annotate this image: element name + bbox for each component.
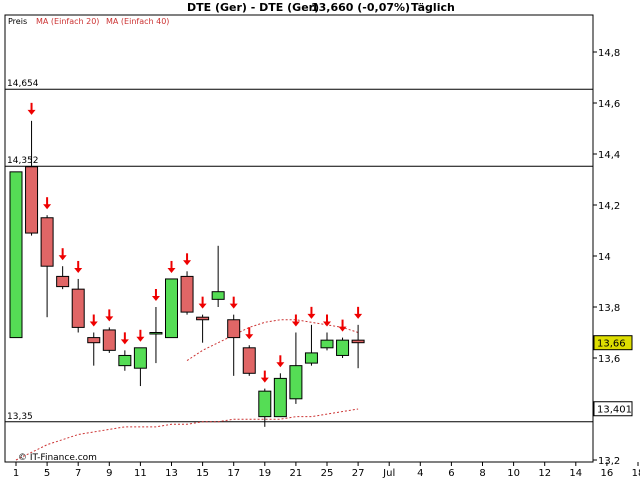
- ma40-line: [15, 408, 359, 461]
- sell-arrow-icon: [291, 321, 300, 327]
- sell-arrow-icon: [27, 109, 36, 115]
- candle-body: [196, 316, 210, 321]
- sell-arrow-icon: [276, 362, 285, 368]
- x-tick-label: 9: [106, 468, 112, 479]
- x-tick-label: 5: [44, 468, 50, 479]
- sell-arrow-icon: [260, 377, 269, 383]
- chart-symbol: DTE (Ger) - DTE (Ger): [187, 1, 319, 14]
- x-tick-label: 11: [134, 468, 147, 479]
- price-marker-label: 13,401: [597, 405, 632, 416]
- candle-body: [289, 365, 303, 400]
- x-tick-label: Jul: [382, 468, 395, 479]
- legend-ma40: MA (Einfach 40): [106, 17, 169, 26]
- price-marker-label: 13,66: [597, 339, 626, 350]
- x-tick-label: 19: [258, 468, 271, 479]
- sell-arrow-icon: [89, 321, 98, 327]
- ma20-line: [186, 319, 359, 361]
- sell-arrow-icon: [120, 339, 129, 345]
- candle-body: [258, 390, 272, 418]
- price-change: 13,660 (-0,07%): [311, 1, 410, 14]
- x-tick-label: 21: [290, 468, 303, 479]
- candle-body: [242, 347, 256, 374]
- x-tick-label: 16: [601, 468, 614, 479]
- watermark: © IT-Finance.com: [18, 453, 97, 463]
- candle-body: [336, 339, 350, 356]
- sell-arrow-icon: [105, 316, 114, 322]
- x-tick-label: 7: [75, 468, 81, 479]
- sell-arrow-icon: [245, 334, 254, 340]
- candle-body: [165, 278, 178, 339]
- y-tick-label: 13,8: [598, 303, 620, 314]
- legend-ma20: MA (Einfach 20): [36, 17, 99, 26]
- sell-arrow-icon: [307, 313, 316, 319]
- candle-body: [273, 377, 287, 418]
- x-tick-label: 13: [165, 468, 178, 479]
- x-tick-label: 27: [352, 468, 365, 479]
- x-tick-label: 14: [569, 468, 582, 479]
- x-tick-label: 8: [479, 468, 485, 479]
- reference-line-label: 14,352: [7, 156, 39, 166]
- reference-line-label: 14,654: [7, 79, 39, 89]
- candle-body: [227, 319, 241, 339]
- legend-price: Preis: [8, 17, 27, 26]
- sell-arrow-icon: [354, 313, 363, 319]
- sell-arrow-icon: [74, 267, 83, 273]
- candle-body: [351, 339, 365, 344]
- sell-arrow-icon: [151, 296, 160, 301]
- sell-arrow-icon: [198, 303, 207, 309]
- sell-arrow-icon: [183, 260, 192, 266]
- sell-arrow-icon: [323, 321, 331, 327]
- sell-arrow-icon: [338, 326, 347, 332]
- candle-body: [71, 288, 85, 328]
- candle-body: [211, 291, 225, 300]
- sell-arrow-icon: [136, 336, 145, 342]
- candle-body: [133, 347, 147, 369]
- price-marker: [593, 401, 633, 417]
- candle-body: [25, 166, 39, 234]
- x-tick-label: 25: [321, 468, 334, 479]
- candle-body: [40, 217, 54, 267]
- candle-body: [320, 339, 334, 349]
- x-tick-label: 1: [13, 468, 19, 479]
- y-tick-label: 14,6: [598, 99, 620, 110]
- sell-arrow-icon: [58, 255, 67, 261]
- x-tick-label: 6: [448, 468, 454, 479]
- x-tick-label: 18: [632, 468, 640, 479]
- sell-arrow-icon: [43, 204, 52, 210]
- candle-body: [87, 337, 101, 344]
- reference-line-label: 13,35: [7, 412, 33, 422]
- x-tick-label: 12: [538, 468, 551, 479]
- candle-body: [9, 171, 23, 339]
- x-tick-label: 17: [227, 468, 240, 479]
- y-tick-label: 14,4: [598, 150, 620, 161]
- candle-body: [118, 354, 132, 367]
- y-tick-label: 14,2: [598, 201, 620, 212]
- candle-body: [56, 275, 70, 288]
- y-tick-label: 14: [598, 252, 611, 263]
- sell-arrow-icon: [229, 303, 238, 309]
- y-tick-label: 14,8: [598, 48, 620, 59]
- x-tick-label: 10: [507, 468, 520, 479]
- x-tick-label: 4: [417, 468, 423, 479]
- sell-arrow-icon: [167, 267, 176, 273]
- candle-body: [149, 332, 163, 335]
- x-tick-label: 15: [196, 468, 209, 479]
- candle-body: [304, 352, 318, 364]
- candle-body: [180, 275, 194, 313]
- y-tick-label: 13,2: [598, 456, 620, 467]
- period-label: Täglich: [411, 1, 455, 14]
- price-marker: [593, 335, 633, 351]
- y-tick-label: 13,6: [598, 354, 620, 365]
- candle-body: [102, 329, 116, 351]
